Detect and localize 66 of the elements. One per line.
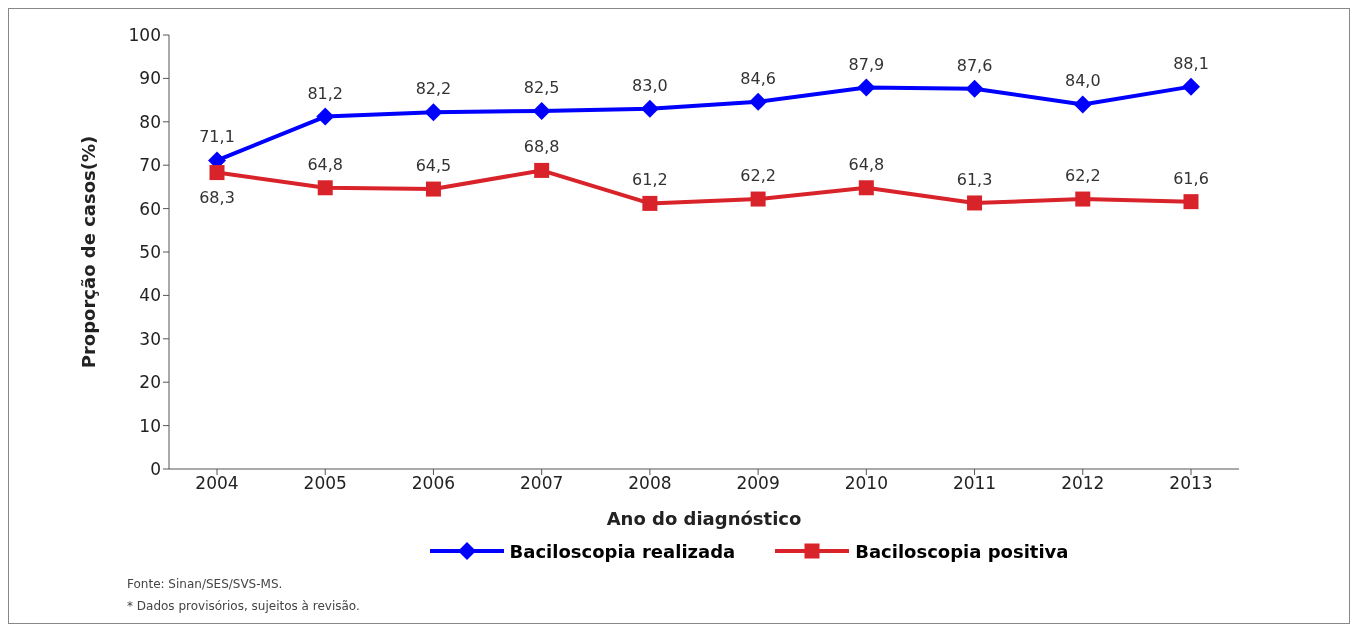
y-tick-label: 100 xyxy=(128,25,161,46)
data-label: 84,6 xyxy=(740,68,776,88)
data-label: 87,9 xyxy=(848,54,885,74)
point xyxy=(532,101,551,120)
point xyxy=(317,180,333,196)
data-label: 68,8 xyxy=(523,137,560,157)
point xyxy=(749,92,768,111)
y-tick-label: 90 xyxy=(139,68,161,89)
x-tick-label: 2006 xyxy=(411,473,456,494)
y-tick-label: 70 xyxy=(139,155,161,176)
point xyxy=(858,180,874,196)
data-label: 71,1 xyxy=(199,127,235,147)
point xyxy=(534,162,550,178)
point xyxy=(316,107,335,126)
data-label: 64,8 xyxy=(848,154,885,174)
point xyxy=(965,79,984,98)
x-tick-label: 2008 xyxy=(628,473,672,494)
y-tick-label: 0 xyxy=(150,459,161,480)
x-tick-label: 2004 xyxy=(195,473,239,494)
legend-label: Baciloscopia realizada xyxy=(509,540,736,562)
point xyxy=(642,195,658,211)
y-tick-label: 80 xyxy=(139,111,161,132)
legend-label: Baciloscopia positiva xyxy=(855,540,1069,562)
point xyxy=(1183,194,1199,210)
y-axis-title: Proporção de casos(%) xyxy=(78,135,100,369)
y-tick-label: 10 xyxy=(139,415,161,436)
x-tick-label: 2009 xyxy=(736,473,780,494)
source-note: Fonte: Sinan/SES/SVS-MS. xyxy=(127,576,284,593)
y-tick-label: 40 xyxy=(139,285,161,306)
data-label: 82,2 xyxy=(415,79,452,99)
x-tick-label: 2005 xyxy=(303,473,347,494)
point xyxy=(967,195,983,211)
data-label: 87,6 xyxy=(956,55,993,75)
data-label: 62,2 xyxy=(1064,166,1101,186)
data-label: 68,3 xyxy=(199,187,235,207)
data-label: 61,3 xyxy=(956,169,993,189)
y-tick-label: 20 xyxy=(139,372,161,393)
data-label: 83,0 xyxy=(632,75,668,95)
data-label: 64,5 xyxy=(415,156,452,176)
data-label: 62,2 xyxy=(740,166,776,186)
point xyxy=(1075,191,1091,207)
data-label: 81,2 xyxy=(307,83,344,103)
y-tick-label: 60 xyxy=(139,198,161,219)
point xyxy=(640,99,659,118)
point xyxy=(1073,95,1092,114)
x-tick-label: 2011 xyxy=(952,473,997,494)
point xyxy=(1182,77,1200,96)
y-tick-label: 30 xyxy=(139,328,161,349)
point xyxy=(425,181,441,197)
data-label: 61,2 xyxy=(632,170,668,190)
x-axis-title: Ano do diagnóstico xyxy=(606,508,802,529)
data-label: 84,0 xyxy=(1064,71,1101,91)
point xyxy=(209,165,225,181)
text: * Dados provisórios, sujeitos à revisão. xyxy=(127,598,361,615)
point xyxy=(857,78,876,97)
x-tick-label: 2012 xyxy=(1061,473,1105,494)
data-label: 88,1 xyxy=(1173,53,1209,73)
data-label: 64,8 xyxy=(307,154,344,174)
data-label: 82,5 xyxy=(523,77,560,97)
point xyxy=(750,191,766,207)
data-label: 61,6 xyxy=(1173,168,1209,188)
point xyxy=(424,103,443,122)
y-tick-label: 50 xyxy=(139,242,161,263)
x-tick-label: 2013 xyxy=(1169,473,1213,494)
x-tick-label: 2010 xyxy=(844,473,888,494)
x-tick-label: 2007 xyxy=(520,473,564,494)
